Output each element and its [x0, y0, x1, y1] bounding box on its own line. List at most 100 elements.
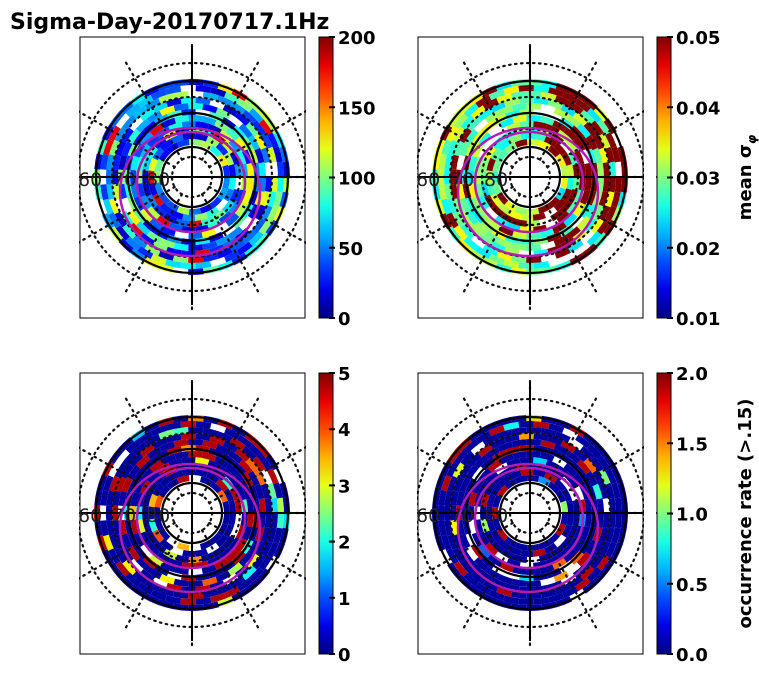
- heatmap-cell: [234, 473, 248, 488]
- heatmap-cell: [170, 209, 184, 220]
- heatmap-cell: [241, 445, 257, 461]
- heatmap-cell: [504, 478, 518, 490]
- heatmap-cell: [133, 532, 146, 548]
- heatmap-cell: [598, 483, 609, 499]
- heatmap-cell: [547, 145, 560, 158]
- heatmap-cell: [548, 87, 565, 98]
- heatmap-cell: [608, 177, 616, 193]
- heatmap-cell: [566, 226, 581, 240]
- heatmap-cell: [563, 549, 578, 563]
- radial-label: 80: [484, 505, 508, 527]
- heatmap-cell: [106, 154, 115, 170]
- heatmap-cell: [148, 493, 158, 508]
- heatmap-cell: [166, 200, 180, 212]
- heatmap-cell: [547, 196, 560, 209]
- heatmap-cell: [176, 139, 190, 148]
- heatmap-cell: [510, 91, 527, 99]
- heatmap-cell: [488, 89, 505, 101]
- heatmap-cell: [174, 451, 189, 460]
- heatmap-cell: [526, 208, 540, 216]
- heatmap-cell: [484, 446, 501, 460]
- heatmap-cell: [453, 140, 465, 157]
- heatmap-cell: [235, 486, 247, 501]
- heatmap-cell: [222, 104, 239, 117]
- heatmap-cell: [260, 132, 273, 149]
- heatmap-cell: [480, 519, 490, 533]
- heatmap-cell: [486, 157, 496, 172]
- heatmap-cell: [158, 192, 171, 205]
- heatmap-cell: [201, 552, 215, 562]
- heatmap-cell: [182, 468, 196, 476]
- heatmap-cell: [210, 87, 227, 98]
- heatmap-cell: [562, 91, 579, 104]
- radial-label: 70: [450, 169, 474, 191]
- heatmap-cell: [215, 443, 232, 456]
- heatmap-cell: [556, 547, 571, 561]
- colorbar-tick-label: 2.0: [676, 364, 708, 385]
- heatmap-cell: [540, 427, 557, 437]
- heatmap-cell: [224, 91, 241, 104]
- heatmap-cell: [246, 513, 254, 528]
- heatmap-cell: [215, 534, 229, 548]
- heatmap-cell: [237, 241, 253, 256]
- heatmap-cell: [592, 133, 605, 150]
- heatmap-cell: [484, 530, 496, 545]
- heatmap-cell: [222, 164, 230, 177]
- heatmap-cell: [146, 566, 163, 580]
- heatmap-cell: [566, 177, 574, 190]
- heatmap-cell: [159, 105, 175, 116]
- heatmap-cell: [566, 450, 581, 464]
- heatmap-cell: [583, 457, 598, 473]
- heatmap-cell: [158, 485, 171, 498]
- heatmap-cell: [154, 518, 164, 532]
- heatmap-cell: [174, 115, 189, 124]
- heatmap-cell: [482, 579, 499, 593]
- heatmap-cell: [490, 147, 503, 161]
- heatmap-cell: [188, 580, 204, 587]
- heatmap-cell: [144, 433, 161, 447]
- heatmap-cell: [547, 532, 560, 545]
- heatmap-cell: [560, 500, 568, 513]
- heatmap-cell: [478, 543, 492, 559]
- heatmap-cell: [159, 474, 173, 488]
- heatmap-cell: [146, 194, 158, 209]
- heatmap-cell: [246, 498, 254, 513]
- heatmap-cell: [488, 253, 505, 265]
- polar-panel-4: 60 70 80 0.0 0.5 1.0 1.5 2.0 occurrence rate (>.…: [378, 364, 756, 666]
- radial-label: 60: [416, 505, 440, 527]
- heatmap-cell: [446, 461, 459, 478]
- heatmap-cell: [463, 439, 479, 454]
- heatmap-cell: [188, 244, 204, 251]
- heatmap-cell: [234, 111, 250, 126]
- heatmap-cell: [514, 475, 528, 484]
- heatmap-cell: [228, 450, 243, 464]
- heatmap-cell: [201, 451, 217, 462]
- heatmap-cell: [229, 575, 246, 589]
- heatmap-cell: [490, 577, 506, 589]
- heatmap-cell: [144, 243, 161, 257]
- heatmap-cell: [520, 214, 534, 222]
- heatmap-cell: [513, 554, 527, 563]
- heatmap-cell: [229, 437, 246, 451]
- heatmap-cell: [484, 230, 501, 244]
- heatmap-cell: [605, 132, 617, 149]
- heatmap-cell: [585, 134, 598, 151]
- heatmap-cell: [176, 475, 190, 484]
- heatmap-cell: [554, 431, 571, 443]
- heatmap-cell: [118, 154, 128, 171]
- heatmap-cell: [465, 464, 479, 480]
- colorbar-tick-label: 0.01: [676, 309, 720, 330]
- heatmap-cell: [572, 202, 586, 217]
- heatmap-cell: [156, 551, 171, 564]
- heatmap-cell: [146, 133, 161, 148]
- heatmap-cell: [453, 113, 468, 129]
- heatmap-cell: [504, 536, 518, 548]
- heatmap-cell: [553, 107, 570, 120]
- heatmap-cell: [566, 513, 574, 526]
- heatmap-cell: [579, 445, 595, 461]
- heatmap-cell: [152, 483, 165, 497]
- heatmap-cell: [139, 443, 155, 458]
- heatmap-cell: [273, 482, 283, 499]
- heatmap-cell: [526, 474, 540, 482]
- heatmap-cell: [480, 157, 490, 171]
